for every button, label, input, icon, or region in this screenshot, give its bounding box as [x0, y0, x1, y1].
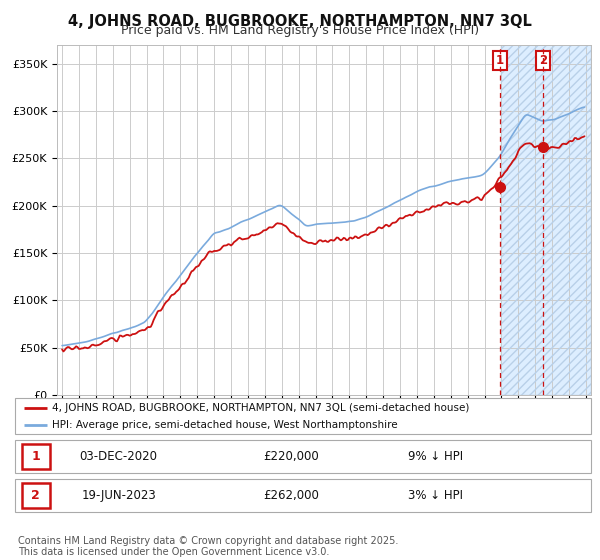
Text: 19-JUN-2023: 19-JUN-2023 — [82, 489, 156, 502]
FancyBboxPatch shape — [22, 444, 50, 469]
Bar — [502, 45, 591, 395]
Text: £220,000: £220,000 — [263, 450, 319, 463]
Text: Price paid vs. HM Land Registry's House Price Index (HPI): Price paid vs. HM Land Registry's House … — [121, 24, 479, 37]
Text: 2: 2 — [31, 489, 40, 502]
FancyBboxPatch shape — [22, 483, 50, 508]
Text: HPI: Average price, semi-detached house, West Northamptonshire: HPI: Average price, semi-detached house,… — [52, 420, 398, 430]
Bar — [502, 45, 591, 395]
FancyBboxPatch shape — [15, 398, 591, 434]
Text: 03-DEC-2020: 03-DEC-2020 — [80, 450, 158, 463]
Text: £262,000: £262,000 — [263, 489, 319, 502]
Text: 4, JOHNS ROAD, BUGBROOKE, NORTHAMPTON, NN7 3QL (semi-detached house): 4, JOHNS ROAD, BUGBROOKE, NORTHAMPTON, N… — [52, 403, 470, 413]
Text: 2: 2 — [539, 54, 547, 67]
FancyBboxPatch shape — [15, 440, 591, 473]
Text: 1: 1 — [31, 450, 40, 463]
Text: 3% ↓ HPI: 3% ↓ HPI — [408, 489, 463, 502]
Text: Contains HM Land Registry data © Crown copyright and database right 2025.
This d: Contains HM Land Registry data © Crown c… — [18, 535, 398, 557]
Text: 4, JOHNS ROAD, BUGBROOKE, NORTHAMPTON, NN7 3QL: 4, JOHNS ROAD, BUGBROOKE, NORTHAMPTON, N… — [68, 14, 532, 29]
Text: 9% ↓ HPI: 9% ↓ HPI — [408, 450, 463, 463]
FancyBboxPatch shape — [15, 479, 591, 512]
Text: 1: 1 — [496, 54, 504, 67]
